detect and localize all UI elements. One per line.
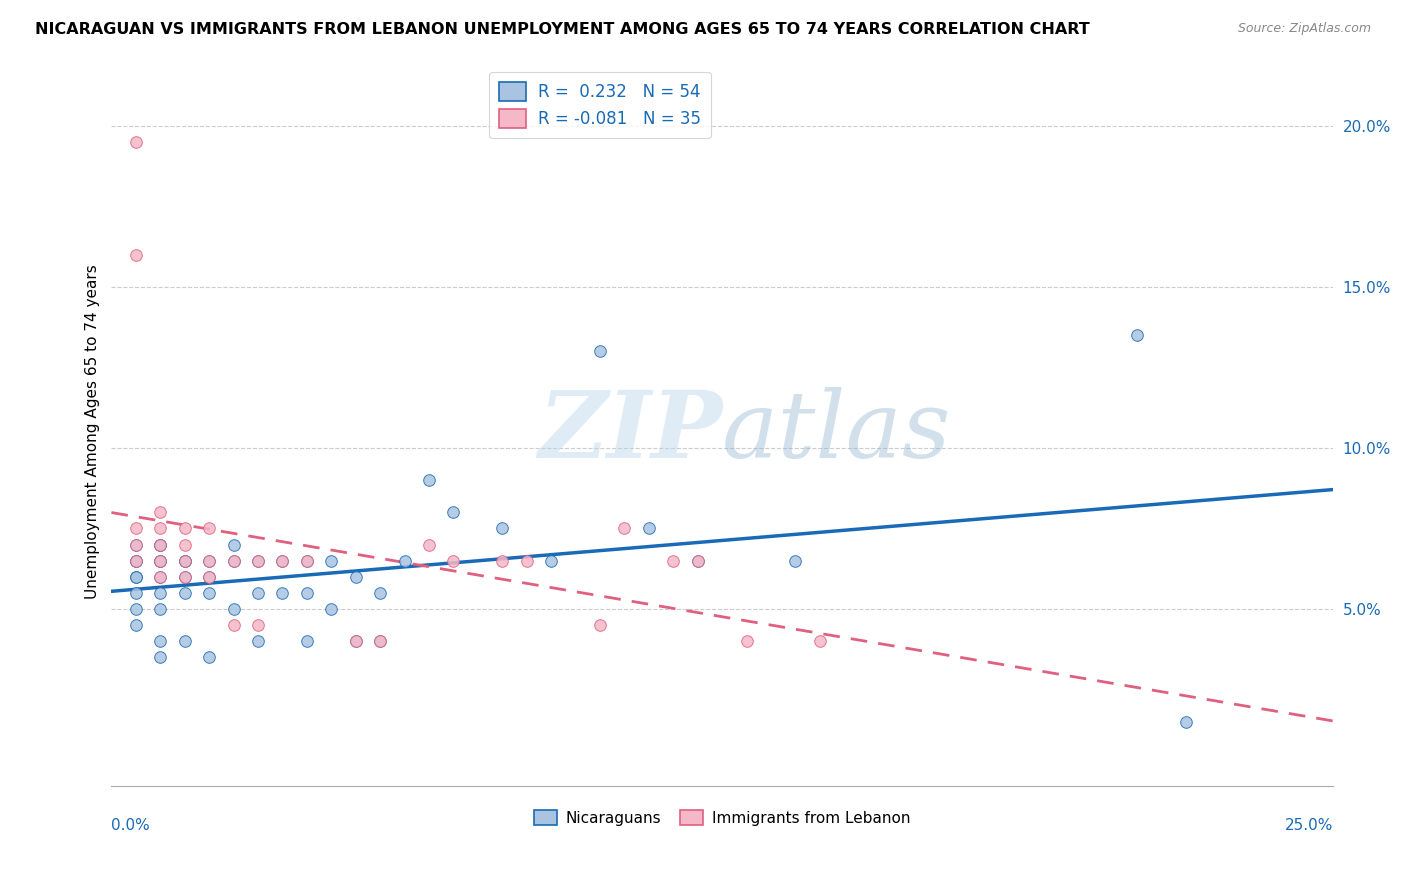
Point [125,135,148,149]
Point [271,554,294,568]
Point [516,554,538,568]
Text: 0.0%: 0.0% [111,818,150,833]
Text: atlas: atlas [723,387,952,477]
Point [785,554,807,568]
Point [173,570,195,584]
Point [321,602,343,616]
Point [149,602,172,616]
Point [149,505,172,519]
Point [295,554,318,568]
Point [149,634,172,648]
Point [735,634,758,648]
Point [344,634,367,648]
Point [491,554,513,568]
Point [246,554,269,568]
Legend: Nicaraguans, Immigrants from Lebanon: Nicaraguans, Immigrants from Lebanon [527,804,917,831]
Point [686,554,709,568]
Point [271,586,294,600]
Point [662,554,685,568]
Point [149,554,172,568]
Point [125,570,148,584]
Y-axis label: Unemployment Among Ages 65 to 74 years: Unemployment Among Ages 65 to 74 years [86,264,100,599]
Point [149,570,172,584]
Point [295,554,318,568]
Point [198,650,221,665]
Point [344,570,367,584]
Point [686,554,709,568]
Point [613,521,636,535]
Point [173,634,195,648]
Point [198,570,221,584]
Point [491,521,513,535]
Point [125,537,148,551]
Point [222,602,245,616]
Point [149,537,172,551]
Point [149,586,172,600]
Point [173,554,195,568]
Point [589,344,612,359]
Point [441,505,464,519]
Point [198,554,221,568]
Point [149,537,172,551]
Point [368,634,391,648]
Text: NICARAGUAN VS IMMIGRANTS FROM LEBANON UNEMPLOYMENT AMONG AGES 65 TO 74 YEARS COR: NICARAGUAN VS IMMIGRANTS FROM LEBANON UN… [35,22,1090,37]
Point [198,554,221,568]
Point [198,521,221,535]
Point [173,537,195,551]
Point [125,554,148,568]
Point [173,521,195,535]
Point [173,586,195,600]
Point [125,586,148,600]
Point [418,473,440,487]
Point [808,634,831,648]
Point [222,554,245,568]
Point [198,570,221,584]
Point [418,537,440,551]
Point [149,554,172,568]
Point [125,537,148,551]
Point [149,521,172,535]
Point [222,537,245,551]
Point [125,521,148,535]
Point [246,554,269,568]
Point [149,650,172,665]
Point [271,554,294,568]
Point [368,586,391,600]
Point [246,618,269,632]
Point [1126,328,1149,343]
Point [173,554,195,568]
Point [149,554,172,568]
Point [321,554,343,568]
Point [125,570,148,584]
Point [149,570,172,584]
Point [295,634,318,648]
Point [173,570,195,584]
Point [344,634,367,648]
Point [125,618,148,632]
Point [441,554,464,568]
Text: ZIP: ZIP [538,387,723,477]
Point [198,586,221,600]
Point [222,554,245,568]
Point [246,634,269,648]
Point [1175,714,1198,729]
Text: 25.0%: 25.0% [1285,818,1333,833]
Point [368,634,391,648]
Point [246,586,269,600]
Point [125,602,148,616]
Point [125,554,148,568]
Point [295,586,318,600]
Text: Source: ZipAtlas.com: Source: ZipAtlas.com [1237,22,1371,36]
Point [125,247,148,261]
Point [637,521,659,535]
Point [125,554,148,568]
Point [149,537,172,551]
Point [540,554,562,568]
Point [222,618,245,632]
Point [394,554,416,568]
Point [589,618,612,632]
Point [173,554,195,568]
